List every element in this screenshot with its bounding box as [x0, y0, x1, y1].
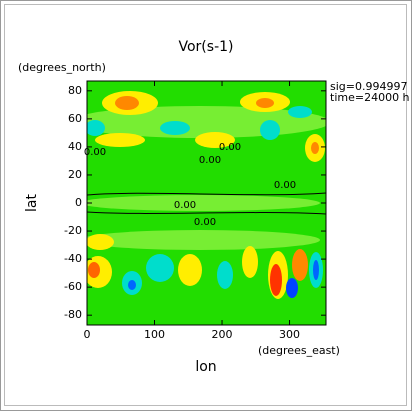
blob: [260, 120, 280, 140]
contour-label: 0.00: [219, 142, 241, 153]
blob: [286, 278, 298, 298]
annotation: sig=0.994997: [330, 80, 407, 93]
blob: [292, 249, 308, 281]
x-tick-label: 0: [84, 328, 91, 341]
y-tick-label: 60: [68, 112, 82, 125]
x-tick-label: 200: [212, 328, 233, 341]
contour-line: [87, 192, 326, 215]
blob: [311, 142, 319, 154]
blob: [313, 260, 319, 280]
blob: [242, 246, 258, 278]
blob: [95, 133, 145, 147]
contour-label: 0.00: [84, 147, 106, 158]
y-axis-label: lat: [24, 194, 40, 212]
y-tick-label: 40: [68, 140, 82, 153]
y-tick-label: -60: [64, 280, 82, 293]
contour-label: 0.00: [174, 200, 196, 211]
y-tick-label: -80: [64, 308, 82, 321]
blob: [87, 120, 105, 136]
y-tick-label: -20: [64, 224, 82, 237]
contour-label: 0.00: [274, 180, 296, 191]
band: [87, 230, 320, 250]
contour-label: 0.00: [194, 217, 216, 228]
blob: [195, 132, 235, 148]
y-tick-label: 80: [68, 84, 82, 97]
x-tick-label: 100: [144, 328, 165, 341]
blob: [115, 96, 139, 110]
blob: [87, 234, 114, 250]
blob: [146, 254, 174, 282]
contour-label: 0.00: [199, 155, 221, 166]
y-units: (degrees_north): [18, 61, 106, 74]
y-tick-label: 20: [68, 168, 82, 181]
band: [87, 195, 320, 211]
x-units: (degrees_east): [258, 344, 340, 357]
annotation: time=24000 h: [330, 91, 410, 104]
y-tick-label: 0: [75, 196, 82, 209]
x-tick-label: 300: [279, 328, 300, 341]
chart-title: Vor(s-1): [179, 39, 234, 55]
x-axis-label: lon: [195, 359, 216, 375]
blob: [128, 280, 136, 290]
blob: [88, 262, 100, 278]
blob: [178, 254, 202, 286]
contour-field: [87, 81, 326, 325]
blob: [288, 106, 312, 118]
blob: [270, 264, 282, 296]
blob: [217, 261, 233, 289]
y-tick-label: -40: [64, 252, 82, 265]
inner-frame: [4, 4, 407, 406]
blob: [160, 121, 190, 135]
blob: [256, 98, 274, 108]
